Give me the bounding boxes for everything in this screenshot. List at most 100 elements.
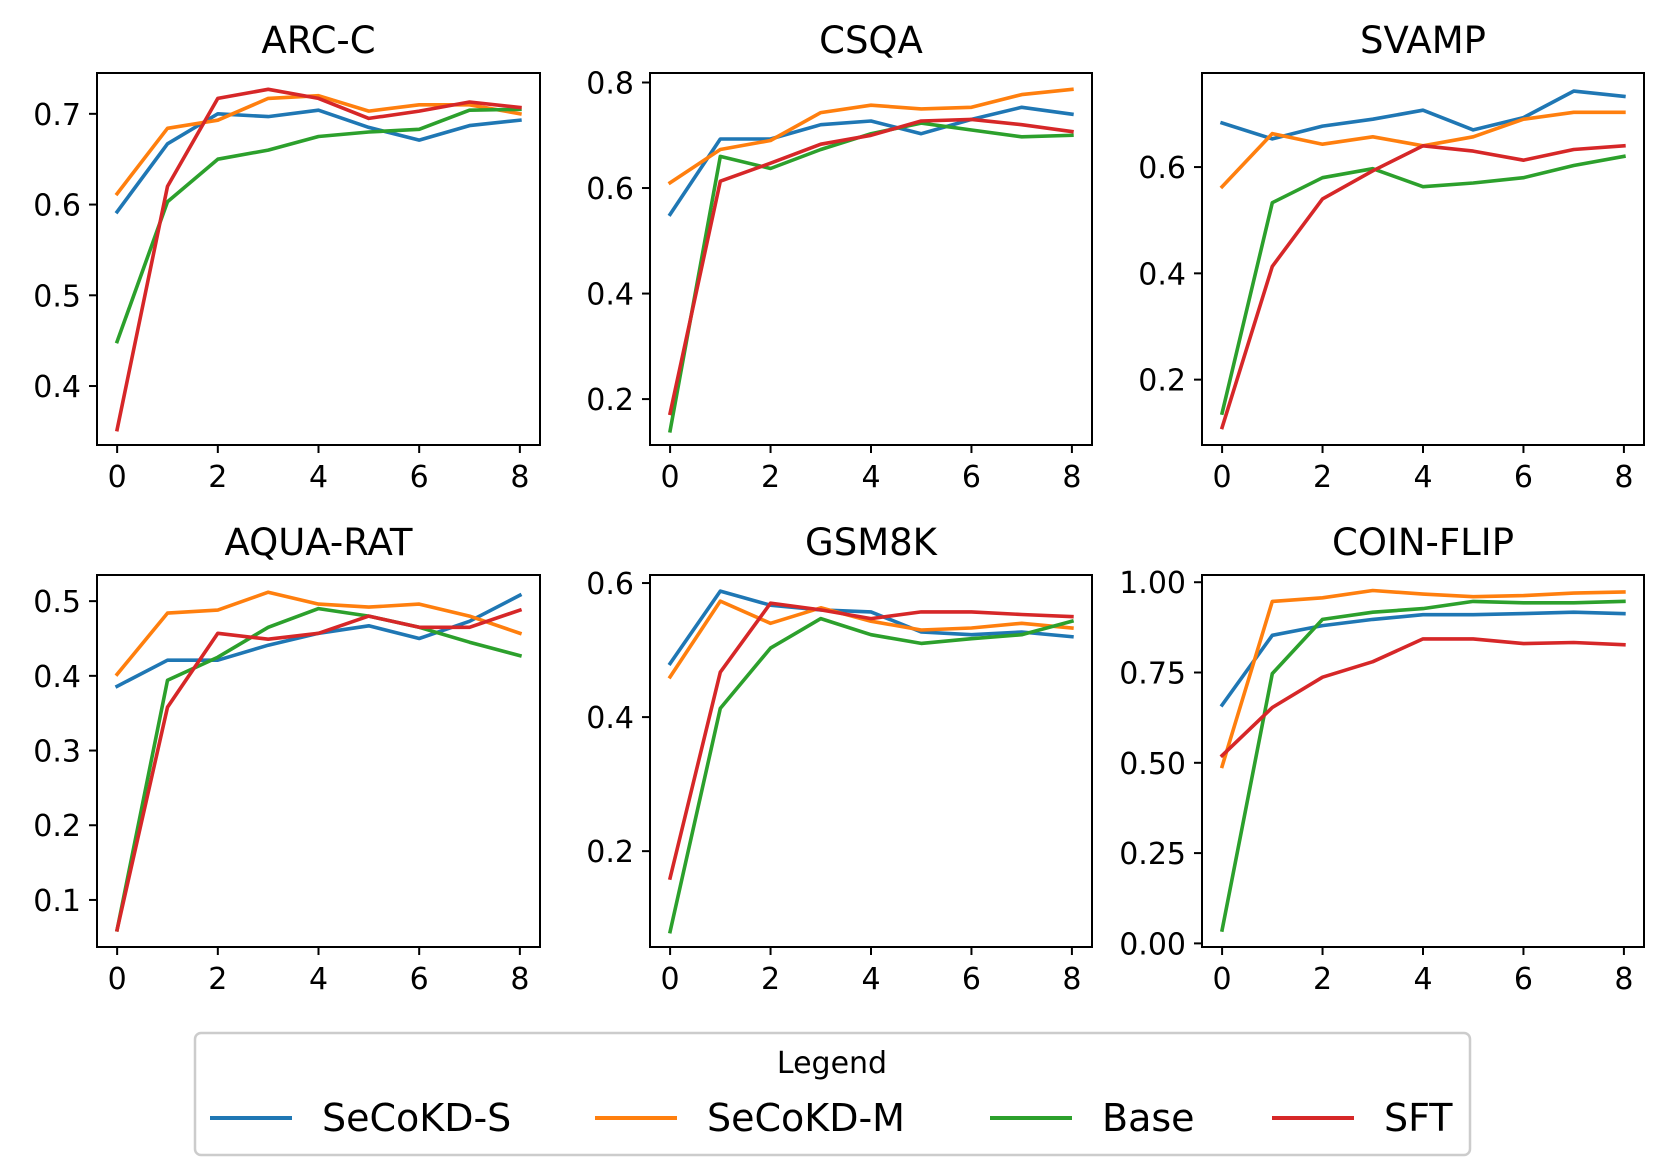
y-tick-label-gsm8k-2: 0.6 <box>586 567 634 602</box>
subplot-aqua-rat: AQUA-RAT 0 2 4 6 8 0.1 0.2 0.3 0.4 0.5 <box>33 521 541 997</box>
y-tick-label-csqa-1: 0.4 <box>586 278 634 313</box>
y-tick-label-arc-c-2: 0.6 <box>33 189 81 224</box>
series-line-csqa-base <box>668 121 1074 433</box>
y-tick-label-aqua-rat-2: 0.3 <box>33 735 81 770</box>
x-tick-label-arc-c-0: 0 <box>108 460 127 495</box>
x-tick-label-coin-flip-3: 6 <box>1514 962 1533 997</box>
series-line-svamp-base <box>1219 154 1626 416</box>
x-tick-label-svamp-3: 6 <box>1514 460 1533 495</box>
axes-frame-coin-flip <box>1201 574 1645 948</box>
series-line-csqa-secokd-m <box>667 87 1074 186</box>
series-line-aqua-rat-secokd-m <box>114 590 523 677</box>
legend-label-base: Base <box>1102 1096 1195 1140</box>
x-tick-label-coin-flip-1: 2 <box>1313 962 1332 997</box>
series-line-csqa-sft <box>667 117 1074 416</box>
x-tick-label-gsm8k-1: 2 <box>761 962 780 997</box>
subplot-svamp: SVAMP 0 2 4 6 8 0.2 0.4 0.6 <box>1138 19 1645 495</box>
axes-frame-aqua-rat <box>96 574 541 948</box>
x-tick-label-arc-c-4: 8 <box>510 460 529 495</box>
subplot-csqa: CSQA 0 2 4 6 8 0.2 0.4 0.6 0.8 <box>586 19 1093 495</box>
series-line-gsm8k-secokd-s <box>667 589 1074 667</box>
x-tick-label-svamp-1: 2 <box>1313 460 1332 495</box>
x-tick-label-coin-flip-4: 8 <box>1614 962 1633 997</box>
series-line-svamp-sft <box>1219 143 1626 430</box>
series-group-gsm8k <box>667 589 1075 934</box>
y-tick-label-aqua-rat-3: 0.4 <box>33 660 81 695</box>
series-line-arc-c-base <box>114 107 522 344</box>
subplot-title-aqua-rat: AQUA-RAT <box>225 521 413 564</box>
series-group-svamp <box>1219 89 1626 430</box>
y-tick-label-arc-c-0: 0.4 <box>33 370 81 405</box>
series-group-aqua-rat <box>114 590 523 932</box>
x-tick-label-csqa-2: 4 <box>861 460 880 495</box>
x-tick-label-arc-c-2: 4 <box>309 460 328 495</box>
legend-label-sft: SFT <box>1384 1096 1453 1140</box>
legend: Legend SeCoKD-S SeCoKD-M Base SFT <box>193 1031 1472 1157</box>
y-tick-label-coin-flip-2: 0.50 <box>1119 747 1186 782</box>
subplot-title-coin-flip: COIN-FLIP <box>1332 521 1514 564</box>
series-line-gsm8k-base <box>667 616 1075 934</box>
x-tick-label-arc-c-1: 2 <box>208 460 227 495</box>
x-tick-label-gsm8k-4: 8 <box>1062 962 1081 997</box>
series-line-gsm8k-secokd-m <box>667 599 1074 680</box>
y-tick-label-aqua-rat-4: 0.5 <box>33 585 81 620</box>
series-line-csqa-secokd-s <box>667 105 1074 217</box>
subplot-grid: ARC-C 0 2 4 6 8 0.4 0.5 0.6 0.7 CSQA 0 2 4 6 8 0.2 0.4 0.6… <box>33 19 1645 997</box>
y-tick-label-coin-flip-4: 1.00 <box>1119 566 1186 601</box>
x-tick-label-arc-c-3: 6 <box>410 460 429 495</box>
y-tick-label-aqua-rat-1: 0.2 <box>33 809 81 844</box>
x-tick-label-svamp-4: 8 <box>1614 460 1633 495</box>
y-tick-label-svamp-0: 0.2 <box>1138 364 1186 399</box>
series-line-aqua-rat-sft <box>114 607 523 932</box>
series-line-coin-flip-base <box>1219 599 1626 933</box>
series-line-coin-flip-secokd-m <box>1219 588 1626 769</box>
y-tick-label-arc-c-3: 0.7 <box>33 98 81 133</box>
x-tick-label-gsm8k-0: 0 <box>661 962 680 997</box>
x-tick-label-aqua-rat-3: 6 <box>410 962 429 997</box>
series-group-arc-c <box>114 87 522 432</box>
x-tick-label-csqa-4: 8 <box>1062 460 1081 495</box>
subplot-title-arc-c: ARC-C <box>261 19 375 62</box>
series-line-svamp-secokd-s <box>1219 89 1626 141</box>
subplot-title-svamp: SVAMP <box>1360 19 1486 62</box>
legend-title: Legend <box>777 1046 887 1081</box>
x-tick-label-csqa-0: 0 <box>661 460 680 495</box>
x-tick-label-gsm8k-3: 6 <box>962 962 981 997</box>
series-line-coin-flip-secokd-s <box>1219 610 1626 708</box>
y-tick-label-svamp-2: 0.6 <box>1138 151 1186 186</box>
axes-frame-csqa <box>649 72 1093 446</box>
legend-label-secokd-s: SeCoKD-S <box>322 1096 511 1140</box>
y-tick-label-csqa-2: 0.6 <box>586 172 634 207</box>
subplot-coin-flip: COIN-FLIP 0 2 4 6 8 0.00 0.25 0.50 0.75 1.00 <box>1119 521 1645 997</box>
x-tick-label-aqua-rat-2: 4 <box>309 962 328 997</box>
x-tick-label-aqua-rat-4: 8 <box>510 962 529 997</box>
subplot-gsm8k: GSM8K 0 2 4 6 8 0.2 0.4 0.6 <box>586 521 1093 997</box>
series-group-coin-flip <box>1219 588 1626 933</box>
series-line-arc-c-sft <box>114 87 522 432</box>
subplot-arc-c: ARC-C 0 2 4 6 8 0.4 0.5 0.6 0.7 <box>33 19 541 495</box>
series-line-gsm8k-sft <box>667 601 1074 881</box>
legend-label-secokd-m: SeCoKD-M <box>707 1096 905 1140</box>
y-tick-label-csqa-3: 0.8 <box>586 66 634 101</box>
x-tick-label-coin-flip-0: 0 <box>1213 962 1232 997</box>
series-line-aqua-rat-base <box>114 606 523 932</box>
x-tick-label-svamp-2: 4 <box>1413 460 1432 495</box>
y-tick-label-csqa-0: 0.2 <box>586 383 634 418</box>
x-tick-label-svamp-0: 0 <box>1213 460 1232 495</box>
x-tick-label-csqa-3: 6 <box>962 460 981 495</box>
y-tick-label-arc-c-1: 0.5 <box>33 279 81 314</box>
series-group-csqa <box>667 87 1074 433</box>
legend-frame <box>193 1031 1472 1157</box>
series-line-svamp-secokd-m <box>1219 110 1626 190</box>
x-tick-label-coin-flip-2: 4 <box>1413 962 1432 997</box>
subplot-title-gsm8k: GSM8K <box>805 521 939 564</box>
y-tick-label-coin-flip-1: 0.25 <box>1119 837 1186 872</box>
y-tick-label-svamp-1: 0.4 <box>1138 257 1186 292</box>
series-line-arc-c-secokd-s <box>114 108 522 215</box>
x-tick-label-gsm8k-2: 4 <box>861 962 880 997</box>
y-tick-label-coin-flip-0: 0.00 <box>1119 927 1186 962</box>
y-tick-label-gsm8k-1: 0.4 <box>586 701 634 736</box>
y-tick-label-gsm8k-0: 0.2 <box>586 835 634 870</box>
axes-frame-svamp <box>1201 72 1645 446</box>
series-line-coin-flip-sft <box>1219 637 1626 759</box>
